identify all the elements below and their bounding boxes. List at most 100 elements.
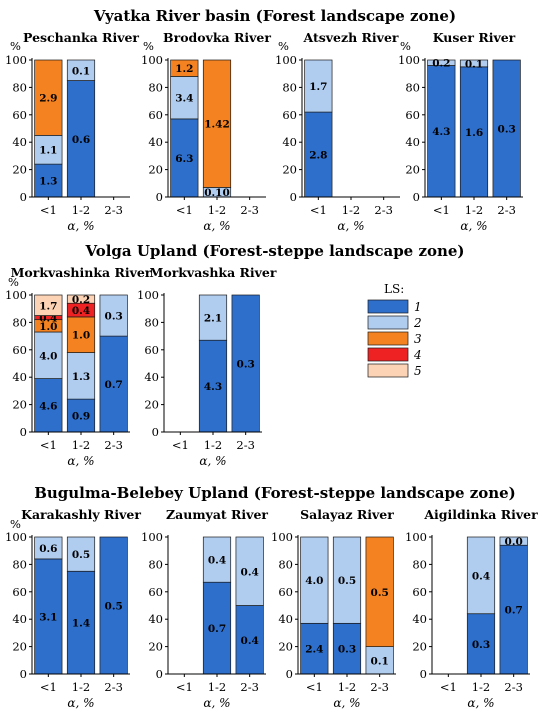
- bar-segment: [34, 59, 63, 136]
- bar-segment: [99, 335, 128, 433]
- bar-segment: [66, 59, 96, 81]
- y-tick-label: 40: [412, 612, 427, 626]
- bar-segment: [304, 59, 333, 113]
- y-tick-label: 40: [12, 612, 27, 626]
- y-tick-label: 20: [12, 640, 27, 654]
- data-label: 1.7: [39, 300, 57, 312]
- y-tick-label: 40: [144, 370, 159, 384]
- y-tick-label: 100: [5, 53, 27, 67]
- data-label: 0.4: [241, 566, 259, 578]
- chart-title: Aigildinka River: [423, 507, 538, 522]
- y-tick-label: 40: [12, 135, 27, 149]
- bar-segment: [170, 76, 199, 120]
- x-tick-label: <1: [440, 680, 457, 694]
- chart-title: Brodovka River: [163, 30, 271, 45]
- bar-segment: [66, 536, 96, 572]
- x-tick-label: 1-2: [338, 680, 357, 694]
- y-tick-label: 20: [12, 163, 27, 177]
- data-label: 0.4: [241, 635, 259, 647]
- data-label: 0.5: [72, 549, 90, 561]
- data-label: 0.5: [105, 601, 123, 613]
- bar-segment: [492, 59, 521, 198]
- chart-title: Atsvezh River: [303, 30, 399, 45]
- x-tick-label: <1: [306, 680, 323, 694]
- data-label: 0.1: [72, 65, 90, 77]
- x-tick-label: 2-3: [236, 438, 255, 452]
- data-label: 2.9: [39, 93, 57, 105]
- y-tick-label: 40: [282, 135, 297, 149]
- x-axis-label: α, %: [199, 454, 226, 468]
- y-axis-label: %: [8, 275, 19, 289]
- bar-segment: [332, 536, 362, 624]
- x-tick-label: 2-3: [104, 438, 123, 452]
- y-tick-label: 60: [412, 585, 427, 599]
- bar-segment: [459, 66, 489, 198]
- chart-title: Kuser River: [433, 30, 516, 45]
- chart-panel: Morkvashka River 4.3 2.1 0.3 0 20 40 60 80 100 <1 1…: [137, 265, 277, 468]
- chart-title: Morkvashka River: [150, 265, 277, 280]
- bar-segment: [66, 294, 96, 304]
- bar-segment: [34, 378, 63, 433]
- y-tick-label: 0: [290, 190, 297, 204]
- y-tick-label: 60: [282, 108, 297, 122]
- x-tick-label: 1-2: [72, 438, 91, 452]
- y-tick-label: 100: [5, 530, 27, 544]
- y-tick-label: 20: [405, 163, 420, 177]
- data-label: 1.42: [204, 119, 230, 131]
- legend-swatch: [367, 331, 409, 346]
- x-tick-label: 2-3: [104, 680, 123, 694]
- bar-segment: [304, 111, 333, 198]
- x-tick-label: <1: [40, 438, 57, 452]
- chart-title: Salayaz River: [300, 507, 394, 522]
- y-tick-label: 100: [141, 530, 163, 544]
- chart-panel: Salayaz River 2.4 4.0 0.3 0.5 0.1 0.5 0 20 40 60 80…: [271, 507, 396, 710]
- y-tick-label: 100: [275, 53, 297, 67]
- x-tick-label: 2-3: [240, 203, 259, 217]
- bar-segment: [300, 536, 329, 624]
- data-label: 1.1: [39, 145, 57, 157]
- y-tick-label: 100: [141, 53, 163, 67]
- data-label: 0.3: [105, 311, 123, 323]
- y-tick-label: 0: [20, 190, 27, 204]
- chart-panel: Kuser River% 4.3 0.2 1.6 0.1 0.3 0 20 40 60 80 100 <…: [398, 30, 523, 233]
- x-tick-label: 2-3: [504, 680, 523, 694]
- bar-segment: [34, 135, 63, 165]
- x-tick-label: <1: [172, 438, 189, 452]
- data-label: 2.8: [309, 150, 327, 162]
- y-tick-label: 0: [20, 425, 27, 439]
- y-tick-label: 80: [405, 80, 420, 94]
- y-tick-label: 80: [12, 80, 27, 94]
- legend-swatch: [367, 299, 409, 314]
- bar-segment: [235, 605, 264, 675]
- x-tick-label: 1-2: [208, 203, 227, 217]
- y-tick-label: 20: [412, 640, 427, 654]
- data-label: 0.2: [72, 294, 90, 306]
- legend: LS: 1 2 3 4 5: [367, 282, 422, 378]
- y-tick-label: 40: [278, 612, 293, 626]
- bar-segment: [202, 581, 232, 675]
- bar-segment: [66, 570, 96, 675]
- legend-title: LS:: [384, 282, 404, 296]
- y-tick-label: 20: [12, 398, 27, 412]
- data-label: 1.3: [39, 176, 57, 188]
- data-label: 0.6: [39, 543, 57, 555]
- data-label: 4.6: [39, 400, 57, 412]
- bar-segment: [34, 163, 63, 198]
- x-tick-label: 1-2: [72, 680, 91, 694]
- y-axis-label: %: [143, 39, 154, 53]
- y-axis-label: %: [10, 39, 21, 53]
- x-tick-label: <1: [176, 203, 193, 217]
- y-tick-label: 80: [12, 557, 27, 571]
- data-label: 0.7: [105, 379, 123, 391]
- chart-title: Morkvashinka River: [11, 265, 152, 280]
- x-axis-label: α, %: [67, 454, 94, 468]
- chart-panel: Karakashly River% 3.1 0.6 1.4 0.5 0.5 0 20 40 60 8…: [5, 507, 141, 710]
- section-title-volga: Volga Upland (Forest-steppe landscape zo…: [84, 242, 464, 260]
- y-tick-label: 60: [278, 585, 293, 599]
- bar-segment: [34, 294, 63, 316]
- y-tick-label: 60: [12, 343, 27, 357]
- y-tick-label: 60: [12, 108, 27, 122]
- bar-segment: [365, 646, 394, 675]
- data-label: 0.7: [505, 605, 523, 617]
- chart-panel: Brodovka River% 6.3 3.4 1.2 0.10 1.42 0 20 40 60 8…: [141, 30, 271, 233]
